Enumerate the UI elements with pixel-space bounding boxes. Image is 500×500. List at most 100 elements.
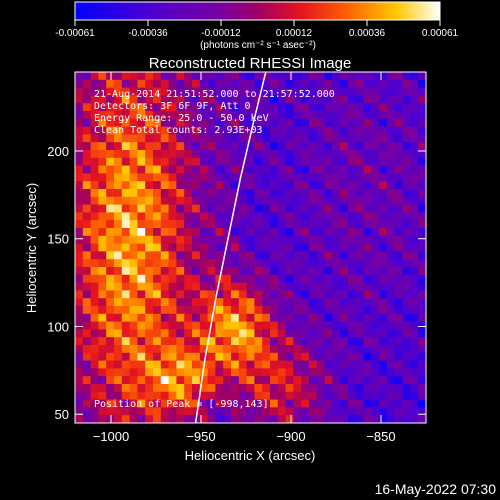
heatmap-cell (309, 368, 318, 377)
heatmap-cell (293, 95, 302, 104)
heatmap-cell (293, 259, 302, 268)
heatmap-cell (75, 87, 84, 96)
heatmap-cell (355, 306, 365, 315)
heatmap-cell (254, 204, 263, 213)
heatmap-cell (387, 259, 396, 268)
heatmap-cell (262, 337, 271, 346)
heatmap-cell (379, 384, 388, 393)
heatmap-cell (285, 103, 294, 112)
heatmap-cell (285, 243, 294, 252)
heatmap-cell (270, 298, 279, 307)
heatmap-cell (238, 345, 248, 354)
heatmap-cell (106, 251, 115, 260)
heatmap-cell (316, 243, 326, 252)
heatmap-cell (301, 204, 310, 213)
heatmap-cell (90, 79, 99, 89)
heatmap-cell (75, 274, 84, 284)
heatmap-cell (371, 235, 380, 245)
heatmap-cell (316, 196, 326, 206)
heatmap-cell (348, 118, 357, 128)
heatmap-cell (199, 321, 209, 330)
heatmap-cell (82, 204, 92, 213)
heatmap-cell (301, 228, 310, 237)
heatmap-cell (262, 313, 271, 323)
heatmap-cell (293, 103, 302, 112)
heatmap-cell (387, 228, 396, 237)
heatmap-cell (231, 157, 240, 167)
heatmap-cell (129, 142, 138, 151)
heatmap-cell (301, 157, 310, 167)
heatmap-cell (215, 196, 224, 206)
heatmap-cell (355, 134, 365, 143)
heatmap-cell (168, 345, 177, 354)
heatmap-cell (301, 384, 310, 393)
heatmap-cell (207, 165, 216, 174)
heatmap-cell (114, 251, 123, 260)
heatmap-cell (223, 298, 232, 307)
heatmap-cell (153, 243, 162, 252)
heatmap-cell (207, 407, 216, 416)
heatmap-cell (270, 103, 279, 112)
heatmap-cell (270, 399, 279, 408)
heatmap-cell (410, 204, 419, 213)
heatmap-cell (410, 118, 419, 128)
heatmap-cell (114, 95, 123, 104)
heatmap-cell (238, 329, 248, 338)
heatmap-cell (262, 267, 271, 276)
heatmap-cell (301, 399, 310, 408)
heatmap-cell (387, 337, 396, 346)
heatmap-cell (332, 274, 341, 284)
heatmap-cell (192, 274, 201, 284)
heatmap-cell (301, 150, 310, 159)
heatmap-cell (98, 220, 107, 229)
heatmap-cell (223, 259, 232, 268)
heatmap-cell (82, 111, 92, 120)
heatmap-cell (207, 298, 216, 307)
heatmap-cell (277, 376, 287, 385)
heatmap-cell (316, 204, 326, 213)
heatmap-cell (363, 329, 372, 338)
heatmap-cell (98, 360, 107, 369)
heatmap-cell (137, 368, 146, 377)
heatmap-cell (114, 259, 123, 268)
heatmap-cell (324, 298, 333, 307)
heatmap-cell (394, 399, 404, 408)
heatmap-cell (348, 173, 357, 182)
heatmap-cell (207, 384, 216, 393)
heatmap-cell (90, 243, 99, 252)
heatmap-cell (301, 321, 310, 330)
heatmap-cell (402, 189, 411, 198)
heatmap-cell (301, 352, 310, 362)
heatmap-cell (262, 220, 271, 229)
heatmap-cell (285, 251, 294, 260)
heatmap-cell (309, 391, 318, 401)
heatmap-cell (410, 298, 419, 307)
heatmap-cell (82, 321, 92, 330)
heatmap-cell (238, 150, 248, 159)
heatmap-cell (176, 165, 185, 174)
heatmap-cell (192, 220, 201, 229)
heatmap-cell (418, 384, 426, 393)
heatmap-cell (379, 142, 388, 151)
heatmap-cell (293, 321, 302, 330)
heatmap-cell (246, 282, 255, 291)
heatmap-cell (184, 189, 193, 198)
heatmap-cell (301, 267, 310, 276)
heatmap-cell (371, 212, 380, 221)
heatmap-cell (418, 103, 426, 112)
heatmap-cell (277, 103, 287, 112)
heatmap-cell (324, 391, 333, 401)
heatmap-cell (82, 134, 92, 143)
heatmap-cell (129, 95, 138, 104)
heatmap-cell (371, 415, 380, 423)
heatmap-cell (270, 196, 279, 206)
heatmap-cell (293, 87, 302, 96)
heatmap-cell (293, 111, 302, 120)
heatmap-cell (137, 126, 146, 135)
heatmap-cell (418, 391, 426, 401)
heatmap-cell (199, 306, 209, 315)
heatmap-cell (168, 118, 177, 128)
heatmap-cell (106, 282, 115, 291)
heatmap-cell (98, 235, 107, 245)
